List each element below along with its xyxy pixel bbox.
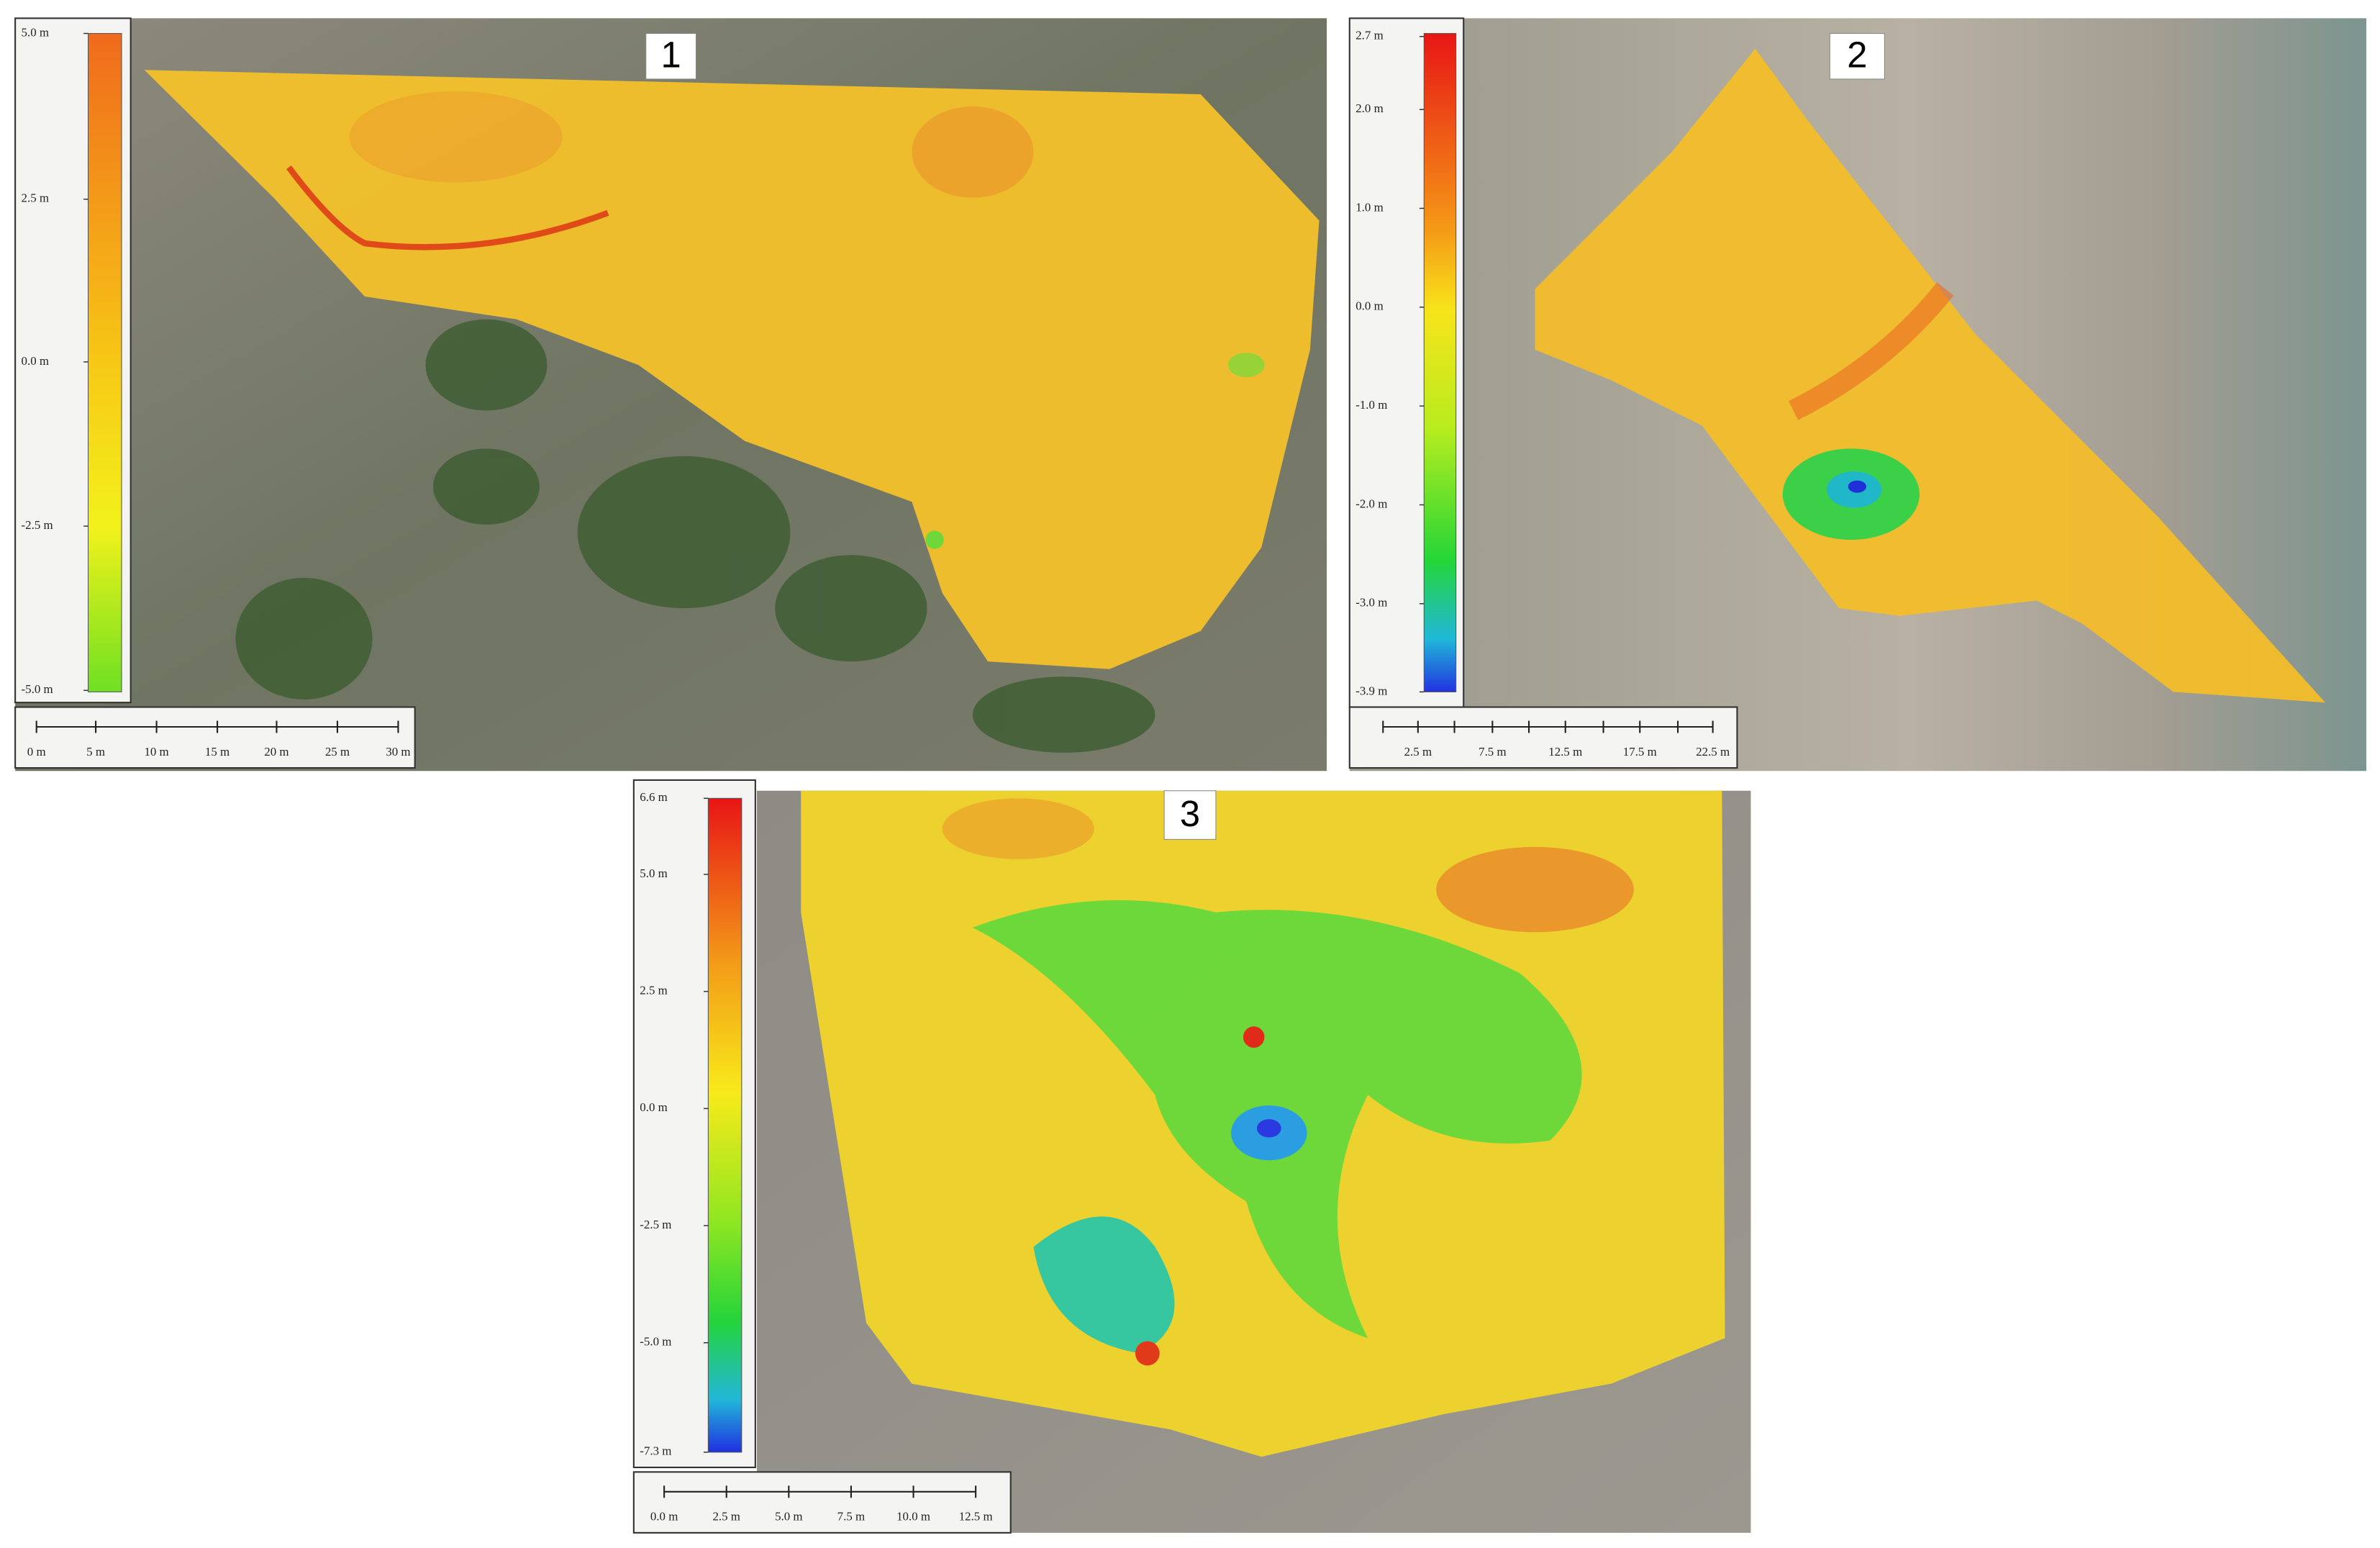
scalebar-label: 15 m: [205, 745, 230, 759]
colorbar-label: -5.0 m: [640, 1335, 671, 1349]
scalebar-label: 0 m: [27, 745, 46, 759]
scalebar-box: [14, 706, 416, 769]
colorbar: [87, 32, 122, 692]
scalebar-label: 12.5 m: [959, 1510, 993, 1524]
colorbar-label: -2.5 m: [640, 1218, 671, 1231]
colorbar-label: 6.6 m: [640, 790, 667, 804]
panel-number: 1: [661, 35, 681, 76]
scalebar-label: 12.5 m: [1548, 745, 1582, 759]
scalebar-label: 17.5 m: [1623, 745, 1657, 759]
panel-number: 2: [1847, 35, 1867, 76]
scalebar-label: 25 m: [325, 745, 350, 759]
colorbar: [1423, 32, 1457, 692]
colorbar-label: -3.0 m: [1355, 596, 1387, 610]
scalebar-label: 5.0 m: [775, 1510, 802, 1524]
scalebar-box: [1348, 706, 1738, 769]
scalebar-label: 30 m: [386, 745, 410, 759]
scalebar-label: 2.5 m: [712, 1510, 740, 1524]
colorbar-label: 2.5 m: [640, 984, 667, 997]
overlay-detail: [286, 91, 1265, 549]
scalebar-label: 2.5 m: [1404, 745, 1432, 759]
panel-number-box: [1163, 790, 1217, 840]
colorbar-label: -3.9 m: [1355, 684, 1387, 697]
colorbar-label: 5.0 m: [22, 25, 49, 39]
colorbar-label: 2.0 m: [1355, 101, 1383, 115]
colorbar: [707, 797, 742, 1453]
colorbar-label: -7.3 m: [640, 1444, 671, 1458]
scalebar-label: 0.0 m: [650, 1510, 678, 1524]
scalebar-label: 7.5 m: [1479, 745, 1506, 759]
panel-number-box: [1829, 32, 1885, 80]
elevation-overlay: [1535, 48, 2325, 703]
overlay-detail: [942, 798, 1634, 1366]
colorbar-label: 5.0 m: [640, 866, 667, 880]
colorbar-label: -2.0 m: [1355, 497, 1387, 510]
colorbar-label: 2.5 m: [22, 191, 49, 205]
scalebar-box: [632, 1471, 1012, 1534]
colorbar-label: 0.0 m: [1355, 299, 1383, 313]
overlay-detail: [1782, 282, 1954, 540]
colorbar-label: 0.0 m: [640, 1100, 667, 1114]
scalebar-label: 5 m: [86, 745, 105, 759]
scalebar-label: 10 m: [144, 745, 168, 759]
colorbar-label: -2.5 m: [22, 518, 53, 532]
elevation-overlay: [144, 70, 1320, 669]
scalebar-label: 20 m: [264, 745, 289, 759]
colorbar-label: -1.0 m: [1355, 398, 1387, 412]
scalebar-label: 22.5 m: [1696, 745, 1730, 759]
scalebar-label: 7.5 m: [837, 1510, 865, 1524]
colorbar-label: 2.7 m: [1355, 29, 1383, 42]
scalebar-label: 10.0 m: [896, 1510, 930, 1524]
panel-number: 3: [1180, 793, 1200, 834]
panel-number-box: [645, 32, 697, 80]
colorbar-label: 1.0 m: [1355, 200, 1383, 214]
vegetation: [235, 319, 1155, 753]
colorbar-label: 0.0 m: [22, 354, 49, 368]
colorbar-label: -5.0 m: [22, 682, 53, 696]
